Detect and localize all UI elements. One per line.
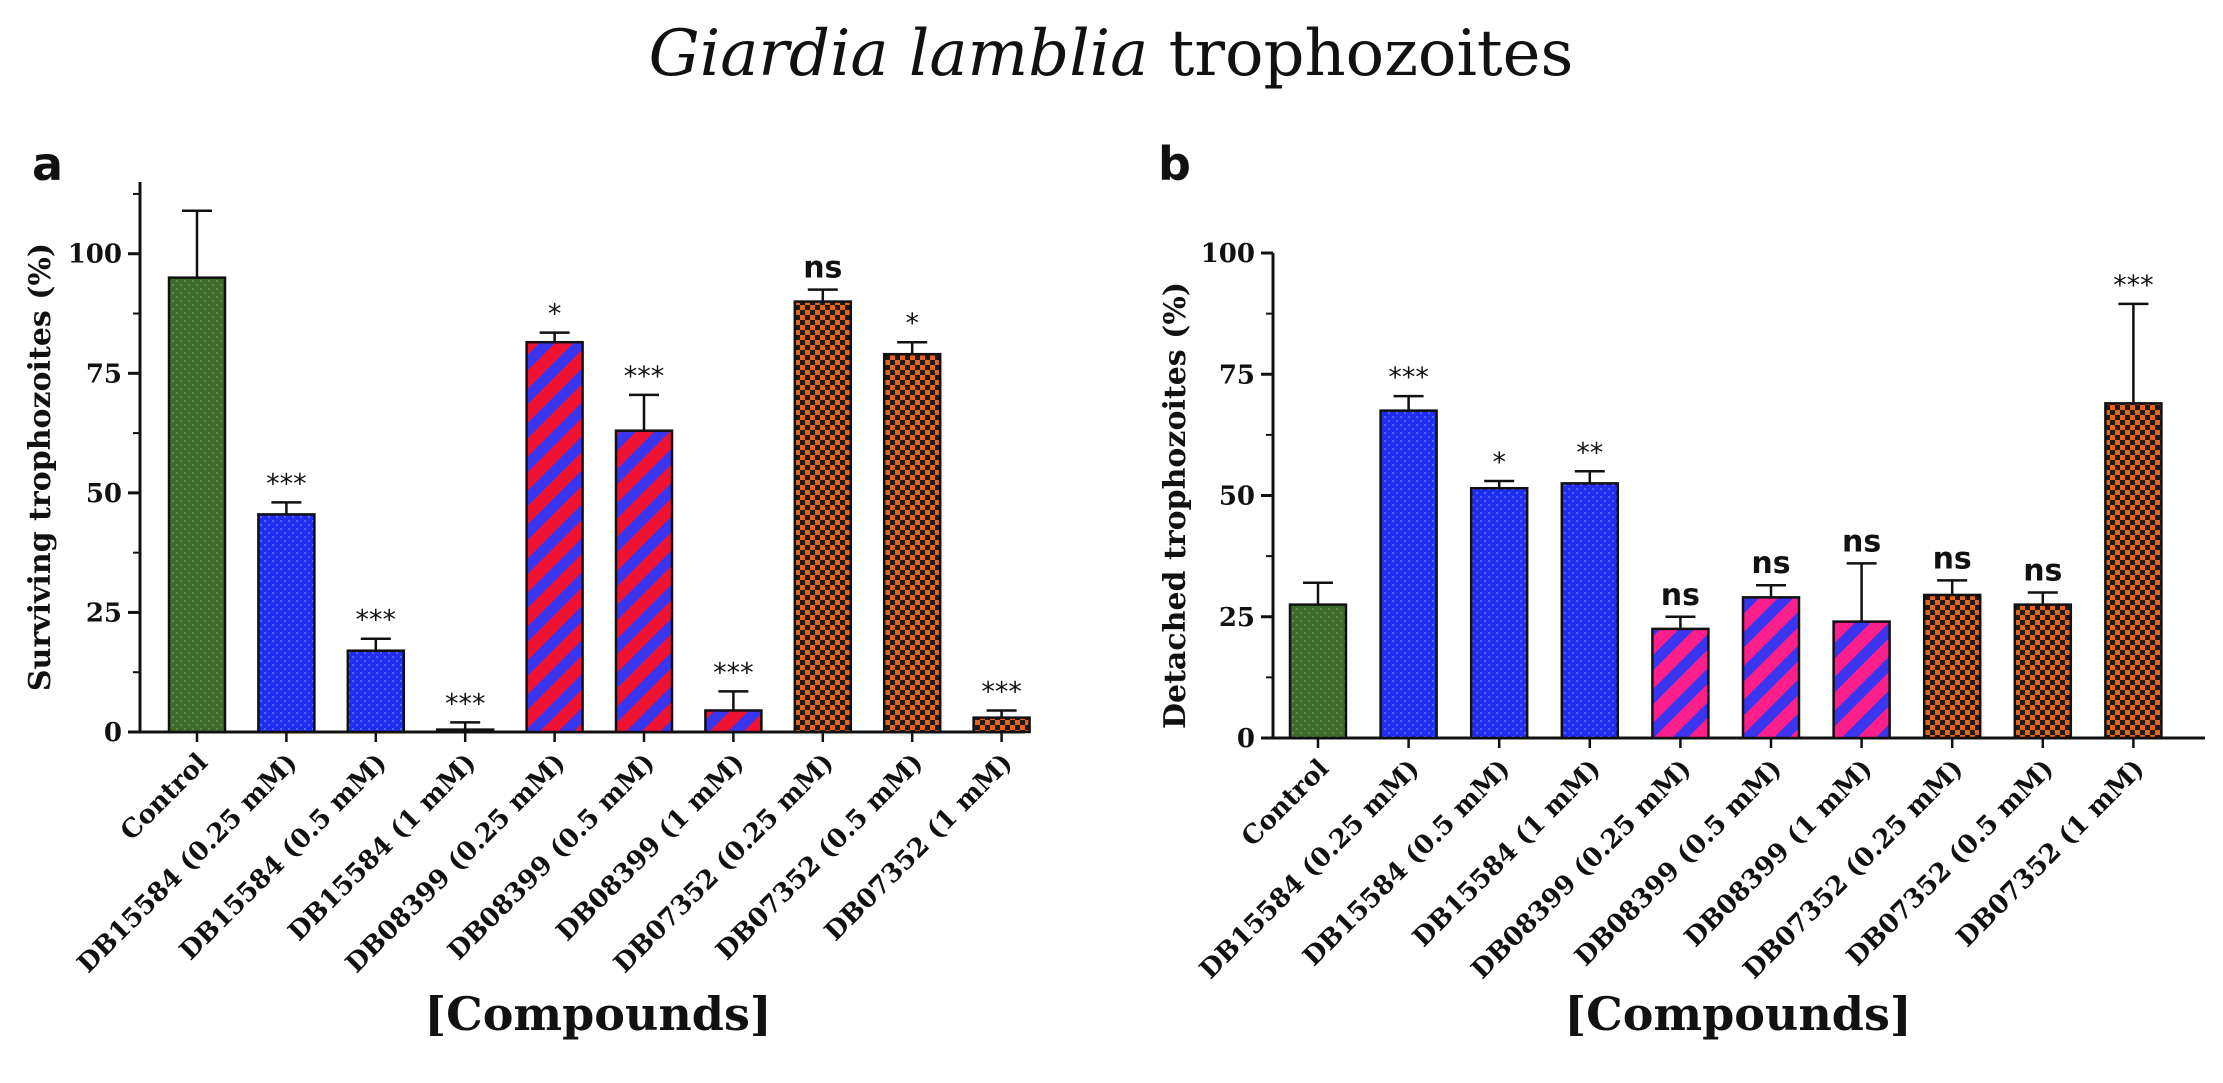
significance-label: ***	[981, 676, 1022, 707]
figure-title: Giardia lamblia trophozoites	[649, 17, 1574, 91]
bar	[704, 709, 763, 734]
bar	[435, 728, 495, 734]
bar	[1832, 620, 1891, 740]
y-axis-label: Surviving trophozoites (%)	[23, 243, 58, 691]
panel-letter-b: b	[1158, 137, 1191, 191]
significance-label: ns	[1933, 541, 1972, 576]
x-axis-label: [Compounds]	[424, 987, 771, 1041]
panel-letter-a: a	[32, 137, 63, 191]
bar	[2104, 402, 2163, 740]
bar	[972, 716, 1031, 734]
bar	[1560, 482, 1620, 740]
significance-label: ***	[624, 361, 665, 392]
bar	[2013, 603, 2073, 740]
bar	[882, 352, 942, 734]
bar	[1922, 593, 1982, 740]
bar	[1288, 603, 1348, 740]
y-tick-label: 50	[86, 479, 122, 509]
significance-label: ns	[1842, 524, 1881, 559]
figure-title-italic: Giardia lamblia	[649, 17, 1149, 91]
significance-label: ns	[1751, 546, 1790, 581]
bar	[346, 649, 406, 734]
y-tick-label: 25	[86, 598, 122, 628]
bar	[1379, 409, 1438, 740]
significance-label: *	[548, 299, 562, 330]
y-tick-label: 75	[1219, 360, 1255, 390]
bar	[793, 300, 853, 734]
significance-label: ***	[266, 468, 307, 499]
significance-label: **	[1576, 437, 1603, 468]
significance-label: ***	[356, 605, 397, 636]
bar	[1741, 596, 1801, 740]
bar	[614, 429, 674, 734]
panel-b: b 0 25 50 75 100 Detached trophozoites (%) [Co…	[1158, 137, 2205, 1041]
bar	[257, 513, 316, 734]
y-axis-label: Detached trophozoites (%)	[1158, 282, 1193, 729]
significance-label: ns	[803, 251, 842, 286]
x-axis-label: [Compounds]	[1564, 987, 1911, 1041]
significance-label: ns	[2023, 554, 2062, 589]
significance-label: ns	[1661, 578, 1700, 613]
y-tick-label: 100	[68, 240, 122, 270]
bar	[525, 340, 584, 734]
y-tick-label: 50	[1219, 482, 1255, 512]
y-tick-label: 75	[86, 359, 122, 389]
figure-title-plain: trophozoites	[1148, 17, 1573, 91]
bar	[1651, 627, 1710, 740]
significance-label: ***	[445, 688, 486, 719]
y-tick-label: 0	[104, 718, 122, 748]
significance-label: *	[1492, 447, 1506, 478]
bar	[1469, 486, 1529, 740]
significance-label: *	[905, 308, 919, 339]
significance-label: ***	[713, 657, 754, 688]
significance-label: ***	[1388, 362, 1429, 393]
y-tick-label: 100	[1201, 239, 1255, 269]
significance-label: ***	[2113, 270, 2154, 301]
y-tick-label: 25	[1219, 603, 1255, 633]
bar	[167, 276, 227, 734]
panel-a: a 0 25 50 75 100 Surviving trophozoites (%) [C…	[23, 137, 1031, 1041]
y-tick-label: 0	[1237, 724, 1255, 754]
